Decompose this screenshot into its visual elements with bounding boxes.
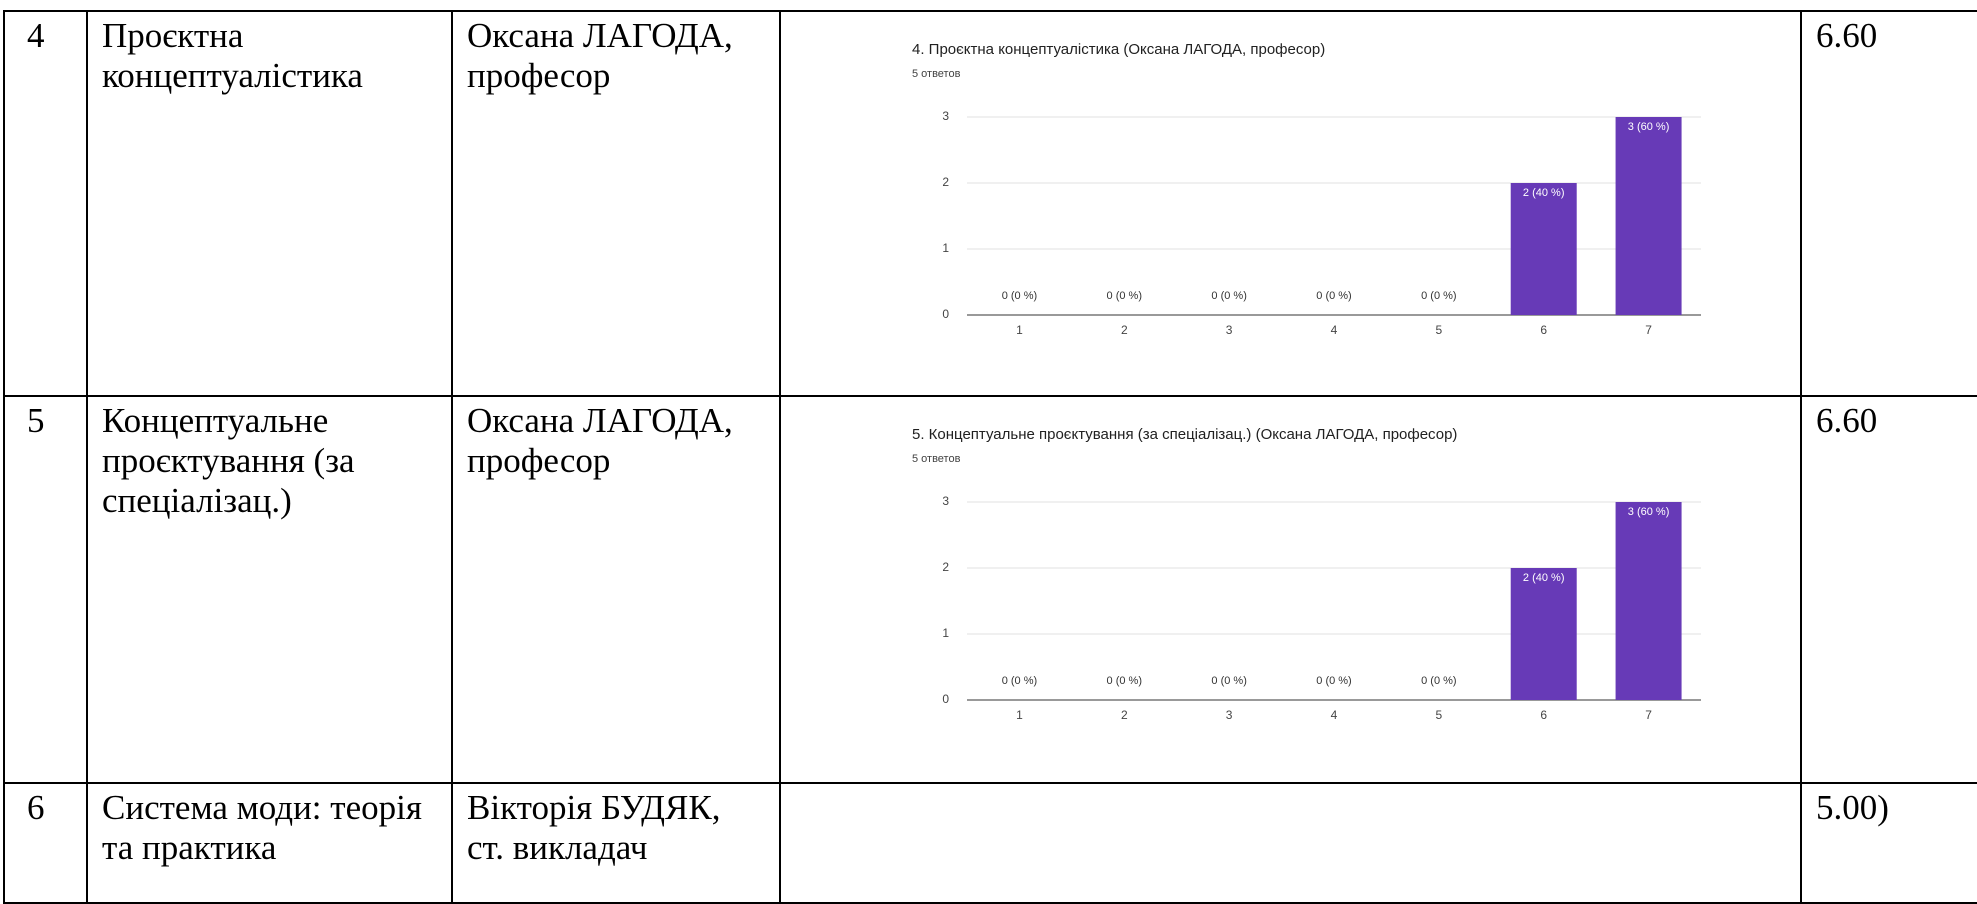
bar bbox=[1510, 568, 1577, 700]
chart-title: 4. Проєктна концептуалістика (Оксана ЛАГ… bbox=[912, 41, 1325, 58]
y-tick-label: 2 bbox=[942, 560, 949, 574]
value-label: 0 (0 %) bbox=[1316, 675, 1351, 687]
bar bbox=[1615, 502, 1682, 700]
number-cell: 6 bbox=[3, 782, 88, 904]
y-tick-label: 0 bbox=[942, 692, 949, 706]
value-label: 3 (60 %) bbox=[1628, 506, 1670, 518]
row: 6 Система моди: теорія та практика Вікто… bbox=[3, 782, 1977, 904]
chart-title: 5. Концептуальне проєктування (за спеціа… bbox=[912, 426, 1457, 443]
value-label: 0 (0 %) bbox=[1316, 290, 1351, 302]
value-label: 0 (0 %) bbox=[1107, 675, 1142, 687]
score-cell: 6.60 bbox=[1800, 10, 1977, 397]
value-label: 0 (0 %) bbox=[1002, 675, 1037, 687]
score-cell: 6.60 bbox=[1800, 395, 1977, 784]
chart-cell bbox=[779, 782, 1802, 904]
subject-cell: Концептуальне проєктування (за спеціаліз… bbox=[86, 395, 453, 784]
x-tick-label: 7 bbox=[1645, 323, 1652, 337]
page: 4 Проєктна концептуалістика Оксана ЛАГОД… bbox=[3, 10, 1977, 904]
y-tick-label: 3 bbox=[942, 494, 949, 508]
chart-cell: 5. Концептуальне проєктування (за спеціа… bbox=[779, 395, 1802, 784]
value-label: 0 (0 %) bbox=[1211, 675, 1246, 687]
chart: 5. Концептуальне проєктування (за спеціа… bbox=[912, 426, 1701, 722]
value-label: 0 (0 %) bbox=[1211, 290, 1246, 302]
x-tick-label: 4 bbox=[1331, 708, 1338, 722]
number-cell: 5 bbox=[3, 395, 88, 784]
chart-subtitle: 5 ответов bbox=[912, 68, 961, 80]
subject-cell: Проєктна концептуалістика bbox=[86, 10, 453, 397]
value-label: 0 (0 %) bbox=[1421, 675, 1456, 687]
chart-cell: 4. Проєктна концептуалістика (Оксана ЛАГ… bbox=[779, 10, 1802, 397]
chart: 4. Проєктна концептуалістика (Оксана ЛАГ… bbox=[912, 41, 1701, 337]
chart-subtitle: 5 ответов bbox=[912, 453, 961, 465]
row: 5 Концептуальне проєктування (за спеціал… bbox=[3, 395, 1977, 784]
value-label: 0 (0 %) bbox=[1002, 290, 1037, 302]
x-tick-label: 5 bbox=[1436, 708, 1443, 722]
y-tick-label: 1 bbox=[942, 241, 949, 255]
bar bbox=[1615, 117, 1682, 315]
y-tick-label: 3 bbox=[942, 109, 949, 123]
x-tick-label: 3 bbox=[1226, 323, 1233, 337]
value-label: 2 (40 %) bbox=[1523, 572, 1565, 584]
y-tick-label: 1 bbox=[942, 626, 949, 640]
y-tick-label: 0 bbox=[942, 307, 949, 321]
row: 4 Проєктна концептуалістика Оксана ЛАГОД… bbox=[3, 10, 1977, 397]
teacher-cell: Оксана ЛАГОДА, професор bbox=[451, 10, 781, 397]
value-label: 2 (40 %) bbox=[1523, 187, 1565, 199]
x-tick-label: 1 bbox=[1016, 323, 1023, 337]
x-tick-label: 7 bbox=[1645, 708, 1652, 722]
value-label: 0 (0 %) bbox=[1421, 290, 1456, 302]
value-label: 3 (60 %) bbox=[1628, 121, 1670, 133]
y-tick-label: 2 bbox=[942, 175, 949, 189]
number-cell: 4 bbox=[3, 10, 88, 397]
bar bbox=[1510, 183, 1577, 315]
results-table: 4 Проєктна концептуалістика Оксана ЛАГОД… bbox=[3, 10, 1977, 904]
x-tick-label: 6 bbox=[1540, 323, 1547, 337]
subject-cell: Система моди: теорія та практика bbox=[86, 782, 453, 904]
x-tick-label: 3 bbox=[1226, 708, 1233, 722]
value-label: 0 (0 %) bbox=[1107, 290, 1142, 302]
score-cell: 5.00) bbox=[1800, 782, 1977, 904]
x-tick-label: 5 bbox=[1436, 323, 1443, 337]
x-tick-label: 6 bbox=[1540, 708, 1547, 722]
x-tick-label: 4 bbox=[1331, 323, 1338, 337]
teacher-cell: Оксана ЛАГОДА, професор bbox=[451, 395, 781, 784]
teacher-cell: Вікторія БУДЯК, ст. викладач bbox=[451, 782, 781, 904]
x-tick-label: 2 bbox=[1121, 708, 1128, 722]
x-tick-label: 2 bbox=[1121, 323, 1128, 337]
x-tick-label: 1 bbox=[1016, 708, 1023, 722]
